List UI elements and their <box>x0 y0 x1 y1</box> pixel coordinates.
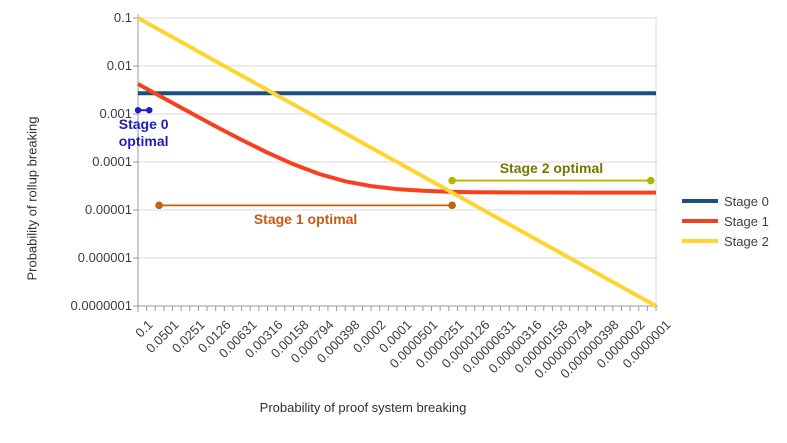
stage1-optimal-dot-start <box>155 201 163 210</box>
y-axis-title: Probability of rollup breaking <box>24 116 40 281</box>
stage2-optimal-label: Stage 2 optimal <box>499 159 604 176</box>
legend-item-stage-2: Stage 2 <box>682 231 769 251</box>
stage1-optimal-dot-end <box>448 201 456 210</box>
series-line-stage-2 <box>137 16 657 308</box>
legend-item-stage-0: Stage 0 <box>682 191 769 211</box>
x-axis-title: Probability of proof system breaking <box>259 400 467 415</box>
y-tick-label: 0.01 <box>106 58 132 73</box>
legend-swatch-stage-1 <box>682 219 718 223</box>
y-tick-label: 0.0001 <box>92 154 132 169</box>
y-tick-label: 0.00001 <box>85 202 132 217</box>
y-tick-label: 0.000001 <box>77 250 132 265</box>
stage0-optimal-dot-end <box>146 106 153 114</box>
y-tick-label: 0.1 <box>113 10 132 25</box>
y-tick-label: 0.001 <box>99 106 132 121</box>
stage0-optimal-label: Stage 0 optimal <box>118 116 169 150</box>
legend-label-stage-0: Stage 0 <box>724 193 769 209</box>
stage0-optimal-dot-start <box>134 106 142 114</box>
legend-item-stage-1: Stage 1 <box>682 211 769 231</box>
legend-label-stage-1: Stage 1 <box>724 213 769 229</box>
legend-label-stage-2: Stage 2 <box>724 233 769 249</box>
stage2-optimal-dot-start <box>448 176 456 185</box>
y-tick-label: 0.0000001 <box>70 298 132 313</box>
stage2-optimal-dot-end <box>646 176 655 185</box>
stage1-optimal-label: Stage 1 optimal <box>253 211 358 228</box>
legend-swatch-stage-0 <box>682 199 718 203</box>
legend: Stage 0 Stage 1 Stage 2 <box>682 191 769 251</box>
series-line-stage-1 <box>137 82 656 195</box>
legend-swatch-stage-2 <box>682 239 718 243</box>
